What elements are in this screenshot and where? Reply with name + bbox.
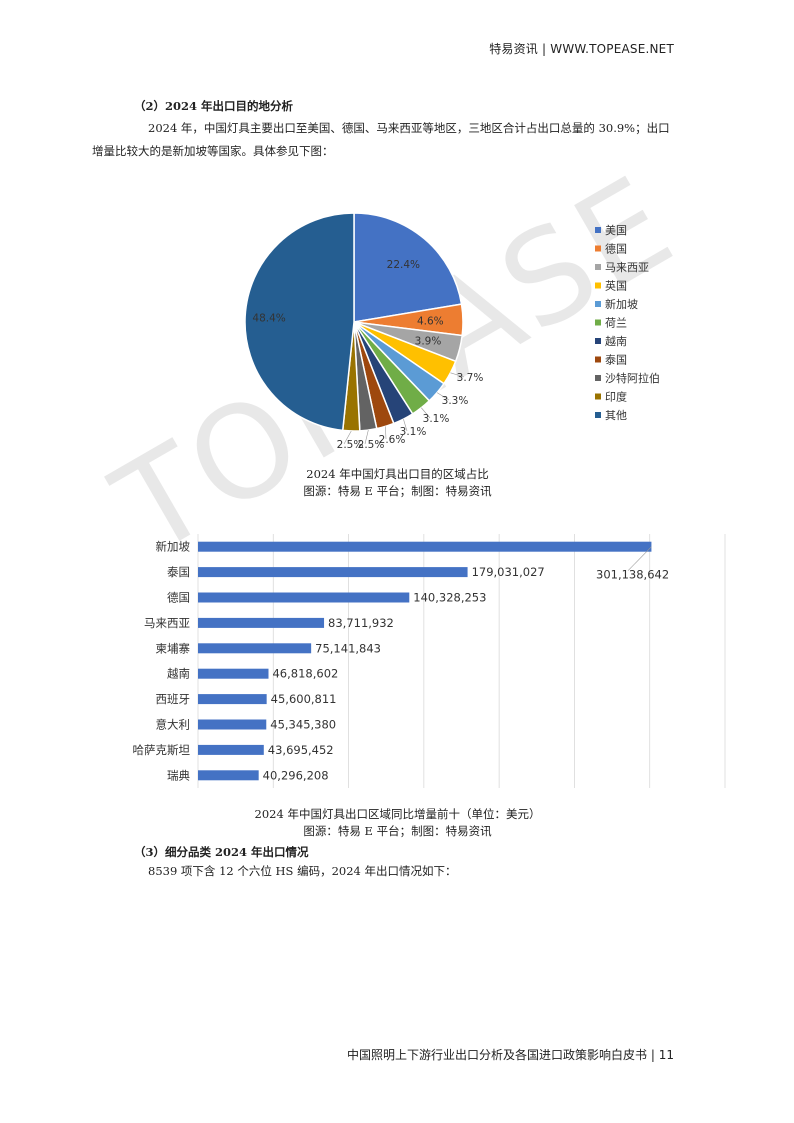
legend-swatch: [595, 264, 601, 270]
pie-leader-line: [364, 429, 369, 445]
legend-swatch: [595, 393, 601, 400]
pie-data-label: 22.4%: [387, 259, 420, 271]
legend-swatch: [595, 338, 601, 344]
bar-value-label: 45,345,380: [270, 718, 336, 732]
pie-slice: [244, 212, 355, 432]
pie-data-label: 3.9%: [415, 336, 442, 348]
pie-leader-line: [403, 419, 408, 432]
pie-caption-source: 图源：特易 E 平台；制图：特易资讯: [303, 484, 492, 498]
bar-category-label: 德国: [167, 591, 190, 605]
bar: [198, 770, 259, 781]
bar: [198, 541, 652, 552]
pie-leader-line: [436, 392, 450, 401]
bar: [198, 617, 325, 628]
section-2-paragraph: 2024 年，中国灯具主要出口至美国、德国、马来西亚等地区，三地区合计占出口总量…: [92, 117, 675, 163]
bar-value-label: 46,818,602: [272, 667, 338, 681]
bar: [198, 744, 264, 755]
legend-label: 印度: [605, 390, 627, 404]
pie-leader-line: [450, 372, 465, 378]
section-2-title: （2）2024 年出口目的地分析: [134, 99, 294, 113]
legend-label: 荷兰: [605, 317, 627, 330]
pie-leader-line: [421, 407, 431, 419]
bar: [198, 719, 267, 730]
pie-caption-title: 2024 年中国灯具出口目的区域占比: [306, 467, 489, 481]
bar: [198, 592, 410, 603]
bar-category-label: 新加坡: [156, 540, 191, 554]
bar-category-label: 意大利: [156, 718, 191, 732]
bar-category-label: 柬埔寨: [156, 641, 191, 655]
pie-slice: [353, 212, 463, 323]
bar-value-label: 83,711,932: [328, 616, 394, 630]
pie-leader-line: [343, 430, 352, 445]
bar-category-label: 瑞典: [167, 768, 190, 782]
legend-swatch: [595, 245, 601, 252]
pie-data-label: 2.5%: [337, 439, 364, 451]
legend-label: 英国: [605, 279, 627, 293]
bar-chart: 新加坡 301,138,642 泰国 179,031,027 德国 140,328,253…: [133, 534, 726, 788]
section-3-paragraph: 8539 项下含 12 个六位 HS 编码，2024 年出口情况如下：: [148, 864, 457, 878]
bar-category-label: 马来西亚: [144, 616, 190, 630]
bar: [198, 694, 267, 705]
legend-label: 沙特阿拉伯: [605, 371, 660, 385]
bar-value-label: 140,328,253: [413, 591, 486, 605]
bar-caption-title: 2024 年中国灯具出口区域同比增量前十（单位：美元）: [254, 807, 541, 821]
pie-data-label: 3.1%: [400, 426, 427, 438]
pie-data-label: 2.6%: [379, 434, 406, 446]
bar-value-label: 45,600,811: [271, 692, 337, 706]
bar-value-label: 40,296,208: [263, 768, 329, 782]
bar-leader-line: [627, 546, 652, 571]
bar: [198, 643, 312, 654]
bar-category-label: 西班牙: [156, 692, 191, 706]
section-2-line-1: 2024 年，中国灯具主要出口至美国、德国、马来西亚等地区，三地区合计占出口总量…: [148, 121, 670, 135]
bar-category-label: 泰国: [167, 565, 190, 579]
legend-swatch: [595, 356, 601, 363]
legend-swatch: [595, 301, 601, 307]
bar-value-label: 43,695,452: [268, 743, 334, 757]
bar-value-label: 75,141,843: [315, 641, 381, 655]
legend-label: 美国: [605, 224, 627, 237]
bar-value-label: 179,031,027: [472, 565, 545, 579]
bar: [198, 668, 269, 679]
pie-leader-line: [385, 426, 387, 440]
bar: [198, 567, 468, 578]
pie-chart: 22.4%4.6%3.9%3.7%3.3%3.1%3.1%2.6%2.5%2.5…: [244, 212, 660, 451]
pie-data-label: 3.3%: [442, 395, 469, 407]
pie-data-label: 3.7%: [457, 372, 484, 384]
pie-data-label: 3.1%: [423, 413, 450, 425]
bar-value-label: 301,138,642: [596, 568, 669, 582]
legend-swatch: [595, 227, 601, 233]
legend-label: 德国: [605, 242, 627, 256]
legend-swatch: [595, 319, 601, 326]
page-header: 特易资讯 | WWW.TOPEASE.NET: [489, 42, 674, 56]
pie-data-label: 48.4%: [252, 313, 285, 325]
legend-label: 其他: [605, 409, 627, 422]
legend-swatch: [595, 375, 601, 381]
legend-swatch: [595, 282, 601, 289]
section-2-line-2: 增量比较大的是新加坡等国家。具体参见下图：: [92, 144, 334, 158]
pie-chart-caption: 2024 年中国灯具出口目的区域占比 图源：特易 E 平台；制图：特易资讯: [120, 466, 675, 500]
bar-caption-source: 图源：特易 E 平台；制图：特易资讯: [303, 824, 492, 838]
section-3-title: （3）细分品类 2024 年出口情况: [134, 845, 309, 859]
pie-data-label: 4.6%: [417, 315, 444, 327]
legend-label: 马来西亚: [605, 261, 649, 274]
pie-data-label: 2.5%: [358, 439, 385, 451]
bar-category-label: 越南: [167, 667, 190, 681]
legend-label: 泰国: [605, 353, 627, 367]
legend-label: 新加坡: [605, 297, 638, 311]
bar-chart-caption: 2024 年中国灯具出口区域同比增量前十（单位：美元） 图源：特易 E 平台；制…: [120, 806, 675, 840]
bar-category-label: 哈萨克斯坦: [133, 743, 191, 757]
page-footer: 中国照明上下游行业出口分析及各国进口政策影响白皮书 | 11: [347, 1048, 674, 1062]
legend-label: 越南: [605, 334, 627, 348]
legend-swatch: [595, 412, 601, 418]
